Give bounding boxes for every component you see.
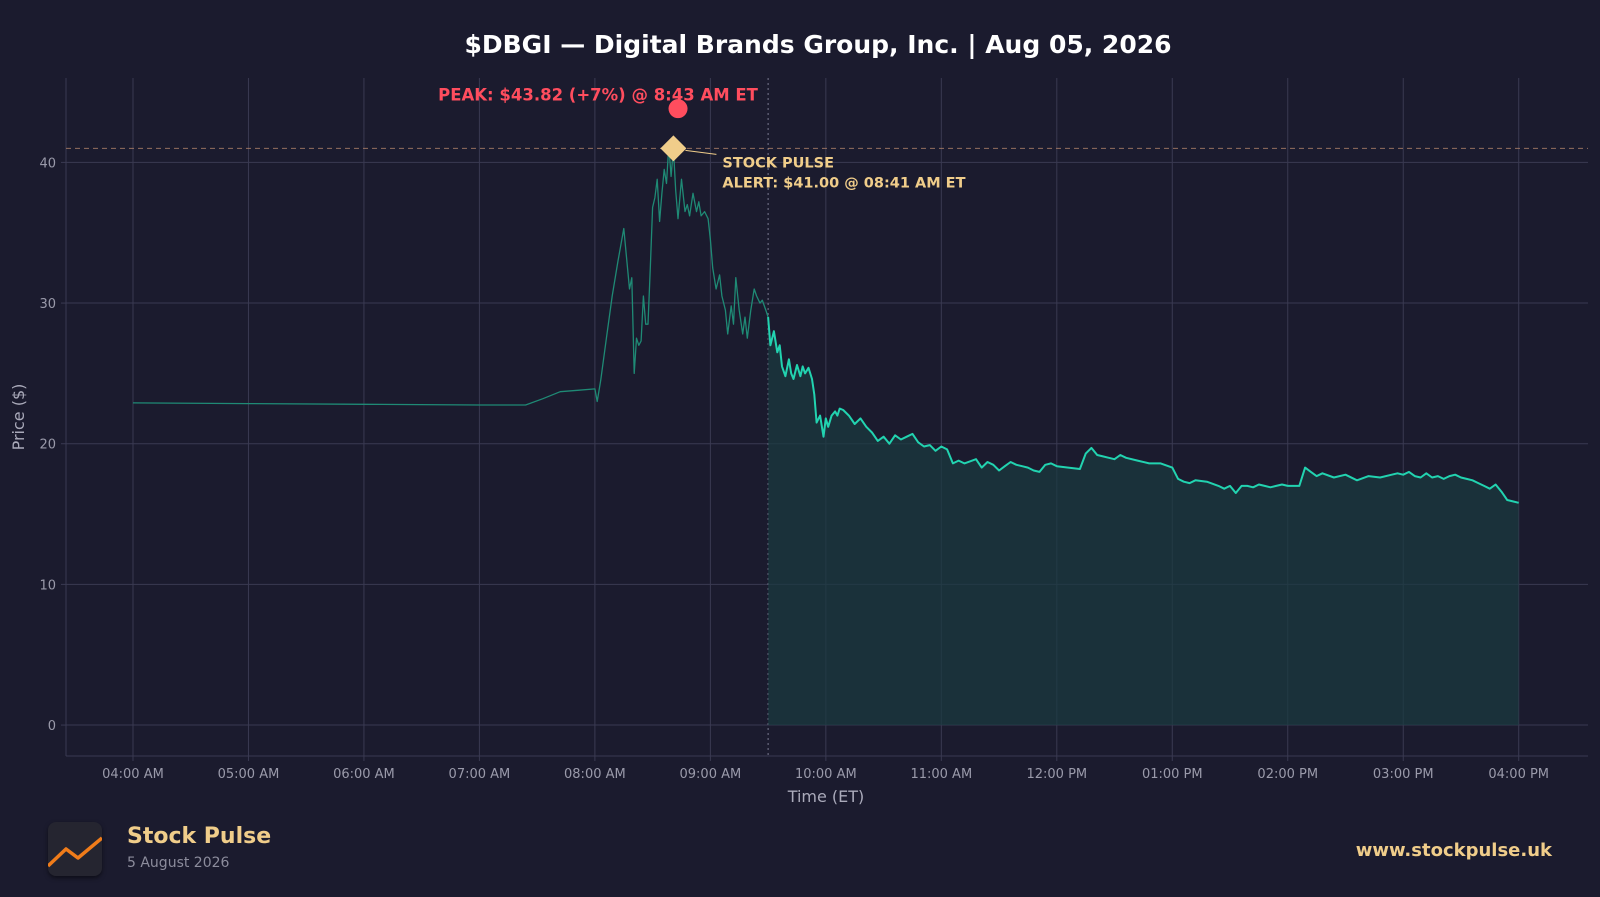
alert-connector (685, 149, 717, 155)
y-tick-label: 40 (39, 156, 56, 171)
y-tick-label: 10 (39, 578, 56, 593)
y-tick-label: 20 (39, 438, 56, 453)
x-tick-label: 01:00 PM (1142, 767, 1203, 782)
x-tick-label: 11:00 AM (910, 767, 972, 782)
x-tick-label: 02:00 PM (1257, 767, 1318, 782)
y-tick-label: 30 (39, 297, 56, 312)
brand-date: 5 August 2026 (127, 855, 230, 871)
price-lines (132, 144, 1519, 504)
x-tick-label: 05:00 AM (218, 767, 280, 782)
regular-session-line (767, 317, 1519, 504)
x-tick-label: 03:00 PM (1373, 767, 1434, 782)
markers: PEAK: $43.82 (+7%) @ 8:43 AM ET STOCK PUL… (438, 86, 965, 192)
peak-marker (668, 99, 688, 119)
brand-url[interactable]: www.stockpulse.uk (1355, 840, 1552, 861)
regular-session-area (768, 317, 1519, 726)
x-tick-label: 12:00 PM (1026, 767, 1087, 782)
area-fill (768, 317, 1519, 726)
axis-ticks: 04:00 AM 05:00 AM 06:00 AM 07:00 AM 08:00 AM… (39, 156, 1549, 782)
logo (48, 822, 102, 876)
premarket-line (132, 144, 769, 406)
chart-title: $DBGI — Digital Brands Group, Inc. | Aug… (464, 30, 1171, 59)
x-tick-label: 09:00 AM (680, 767, 742, 782)
y-axis-label: Price ($) (9, 384, 28, 451)
alert-marker (660, 135, 687, 162)
alert-label-title: STOCK PULSE (722, 155, 834, 171)
x-tick-label: 04:00 AM (102, 767, 164, 782)
alert-label-detail: ALERT: $41.00 @ 08:41 AM ET (722, 175, 965, 191)
x-tick-label: 06:00 AM (333, 767, 395, 782)
x-tick-label: 07:00 AM (449, 767, 511, 782)
peak-label: PEAK: $43.82 (+7%) @ 8:43 AM ET (438, 86, 759, 105)
x-axis-label: Time (ET) (787, 787, 865, 806)
chart-trend-icon (48, 836, 102, 868)
x-tick-label: 08:00 AM (564, 767, 626, 782)
y-tick-label: 0 (48, 719, 56, 734)
x-tick-label: 04:00 PM (1488, 767, 1549, 782)
x-tick-label: 10:00 AM (795, 767, 857, 782)
brand-name: Stock Pulse (127, 824, 272, 849)
